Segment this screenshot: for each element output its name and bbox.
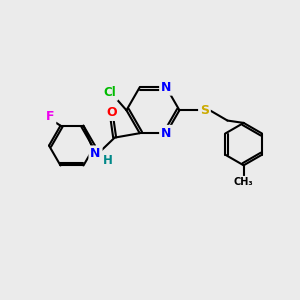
Text: N: N xyxy=(161,127,171,140)
Text: O: O xyxy=(106,106,117,119)
Text: CH₃: CH₃ xyxy=(234,177,254,188)
Text: N: N xyxy=(90,147,101,160)
Text: Cl: Cl xyxy=(104,86,117,99)
Text: S: S xyxy=(200,104,209,117)
Text: N: N xyxy=(161,81,171,94)
Text: F: F xyxy=(46,110,54,123)
Text: H: H xyxy=(103,154,113,167)
